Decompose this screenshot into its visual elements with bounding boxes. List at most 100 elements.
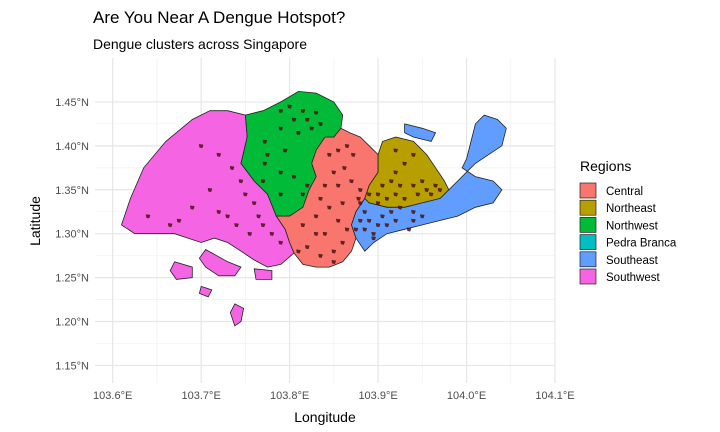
dengue-cluster	[282, 148, 288, 153]
region-southwest	[229, 303, 245, 327]
y-tick-label: 1.20°N	[55, 317, 89, 329]
dengue-cluster	[291, 174, 297, 179]
dengue-cluster	[362, 227, 368, 232]
legend-title: Regions	[580, 158, 631, 174]
legend-swatch-southeast	[579, 251, 597, 268]
dengue-cluster	[344, 227, 350, 232]
chart-title: Are You Near A Dengue Hotspot?	[93, 8, 346, 27]
dengue-cluster	[340, 201, 345, 206]
legend-swatch-northeast	[579, 199, 597, 216]
dengue-cluster	[371, 231, 376, 236]
x-tick-label: 104.1°E	[535, 390, 574, 402]
y-tick-label: 1.35°N	[55, 185, 89, 197]
dengue-cluster	[380, 214, 385, 219]
dengue-cluster	[371, 236, 376, 241]
legend-label-southeast: Southeast	[606, 255, 659, 267]
dengue-cluster	[287, 104, 292, 109]
y-tick-label: 1.15°N	[55, 360, 89, 372]
dengue-cluster	[393, 192, 399, 197]
dengue-cluster	[216, 152, 222, 157]
legend-label-central: Central	[606, 186, 643, 198]
x-tick-label: 104.0°E	[447, 390, 486, 402]
dengue-cluster	[389, 209, 394, 214]
dengue-cluster	[384, 196, 390, 201]
dengue-cluster	[402, 161, 407, 166]
dengue-cluster	[340, 240, 345, 245]
dengue-cluster	[358, 218, 363, 223]
dengue-cluster	[380, 183, 385, 188]
y-tick-label: 1.25°N	[55, 273, 89, 285]
dengue-cluster	[358, 201, 363, 206]
dengue-cluster	[433, 183, 438, 188]
dengue-cluster	[251, 201, 257, 206]
dengue-cluster	[351, 152, 356, 157]
dengue-cluster	[313, 110, 319, 115]
dengue-cluster	[375, 223, 381, 228]
x-tick-label: 103.8°E	[270, 390, 309, 402]
dengue-cluster	[260, 223, 266, 228]
dengue-cluster	[318, 253, 323, 258]
dengue-cluster	[344, 144, 350, 149]
region-southwest	[253, 268, 273, 280]
dengue-cluster	[269, 231, 275, 236]
dengue-cluster	[243, 192, 248, 197]
dengue-cluster	[318, 196, 323, 201]
dengue-cluster	[300, 192, 306, 197]
dengue-cluster	[262, 139, 268, 144]
dengue-cluster	[331, 260, 337, 265]
dengue-cluster	[207, 188, 213, 192]
dengue-cluster	[322, 231, 328, 236]
dengue-cluster	[300, 223, 306, 228]
dengue-cluster	[238, 179, 244, 184]
dengue-cluster	[331, 249, 337, 254]
dengue-cluster	[406, 227, 412, 232]
dengue-cluster	[234, 223, 239, 228]
dengue-cluster	[305, 117, 310, 122]
legend-label-northwest: Northwest	[606, 220, 659, 232]
dengue-cluster	[375, 201, 381, 206]
x-axis-label: Longitude	[294, 409, 356, 425]
dengue-cluster	[260, 179, 266, 184]
legend: Regions Central Northeast Northwest Pedra B…	[579, 158, 677, 285]
dengue-cluster	[358, 188, 363, 192]
dengue-cluster	[353, 227, 359, 232]
dengue-cluster	[313, 214, 319, 219]
x-tick-label: 103.6°E	[93, 390, 132, 402]
dengue-cluster	[336, 148, 341, 153]
legend-swatch-pedra-branca	[579, 234, 597, 250]
legend-swatch-central	[579, 182, 597, 199]
region-southwest	[198, 248, 242, 277]
dengue-cluster	[393, 148, 399, 153]
dengue-cluster	[420, 214, 425, 219]
dengue-cluster	[336, 183, 341, 188]
legend-swatch-northwest	[579, 217, 597, 233]
clusters-layer	[145, 104, 443, 265]
dengue-cluster	[366, 192, 372, 197]
dengue-cluster	[296, 130, 301, 135]
regions-layer	[121, 90, 507, 327]
dengue-cluster	[278, 108, 284, 113]
dengue-cluster	[393, 218, 399, 223]
legend-label-northeast: Northeast	[606, 203, 657, 215]
x-tick-label: 103.7°E	[182, 390, 221, 402]
dengue-cluster	[145, 214, 151, 219]
dengue-cluster	[256, 214, 261, 219]
y-axis-label: Latitude	[27, 196, 43, 246]
dengue-cluster	[300, 108, 306, 113]
dengue-cluster	[366, 218, 372, 223]
dengue-cluster	[424, 188, 429, 192]
dengue-cluster	[411, 152, 416, 157]
region-southwest	[198, 285, 213, 298]
legend-label-southwest: Southwest	[606, 272, 661, 284]
dengue-cluster	[278, 240, 284, 245]
dengue-cluster	[278, 192, 284, 197]
dengue-cluster	[318, 122, 323, 127]
dengue-cluster	[309, 126, 314, 131]
dengue-cluster	[384, 223, 390, 228]
y-tick-label: 1.40°N	[55, 141, 89, 153]
dengue-cluster	[389, 179, 394, 184]
dengue-cluster	[437, 188, 443, 192]
dengue-cluster	[327, 205, 332, 210]
dengue-cluster	[411, 183, 416, 188]
